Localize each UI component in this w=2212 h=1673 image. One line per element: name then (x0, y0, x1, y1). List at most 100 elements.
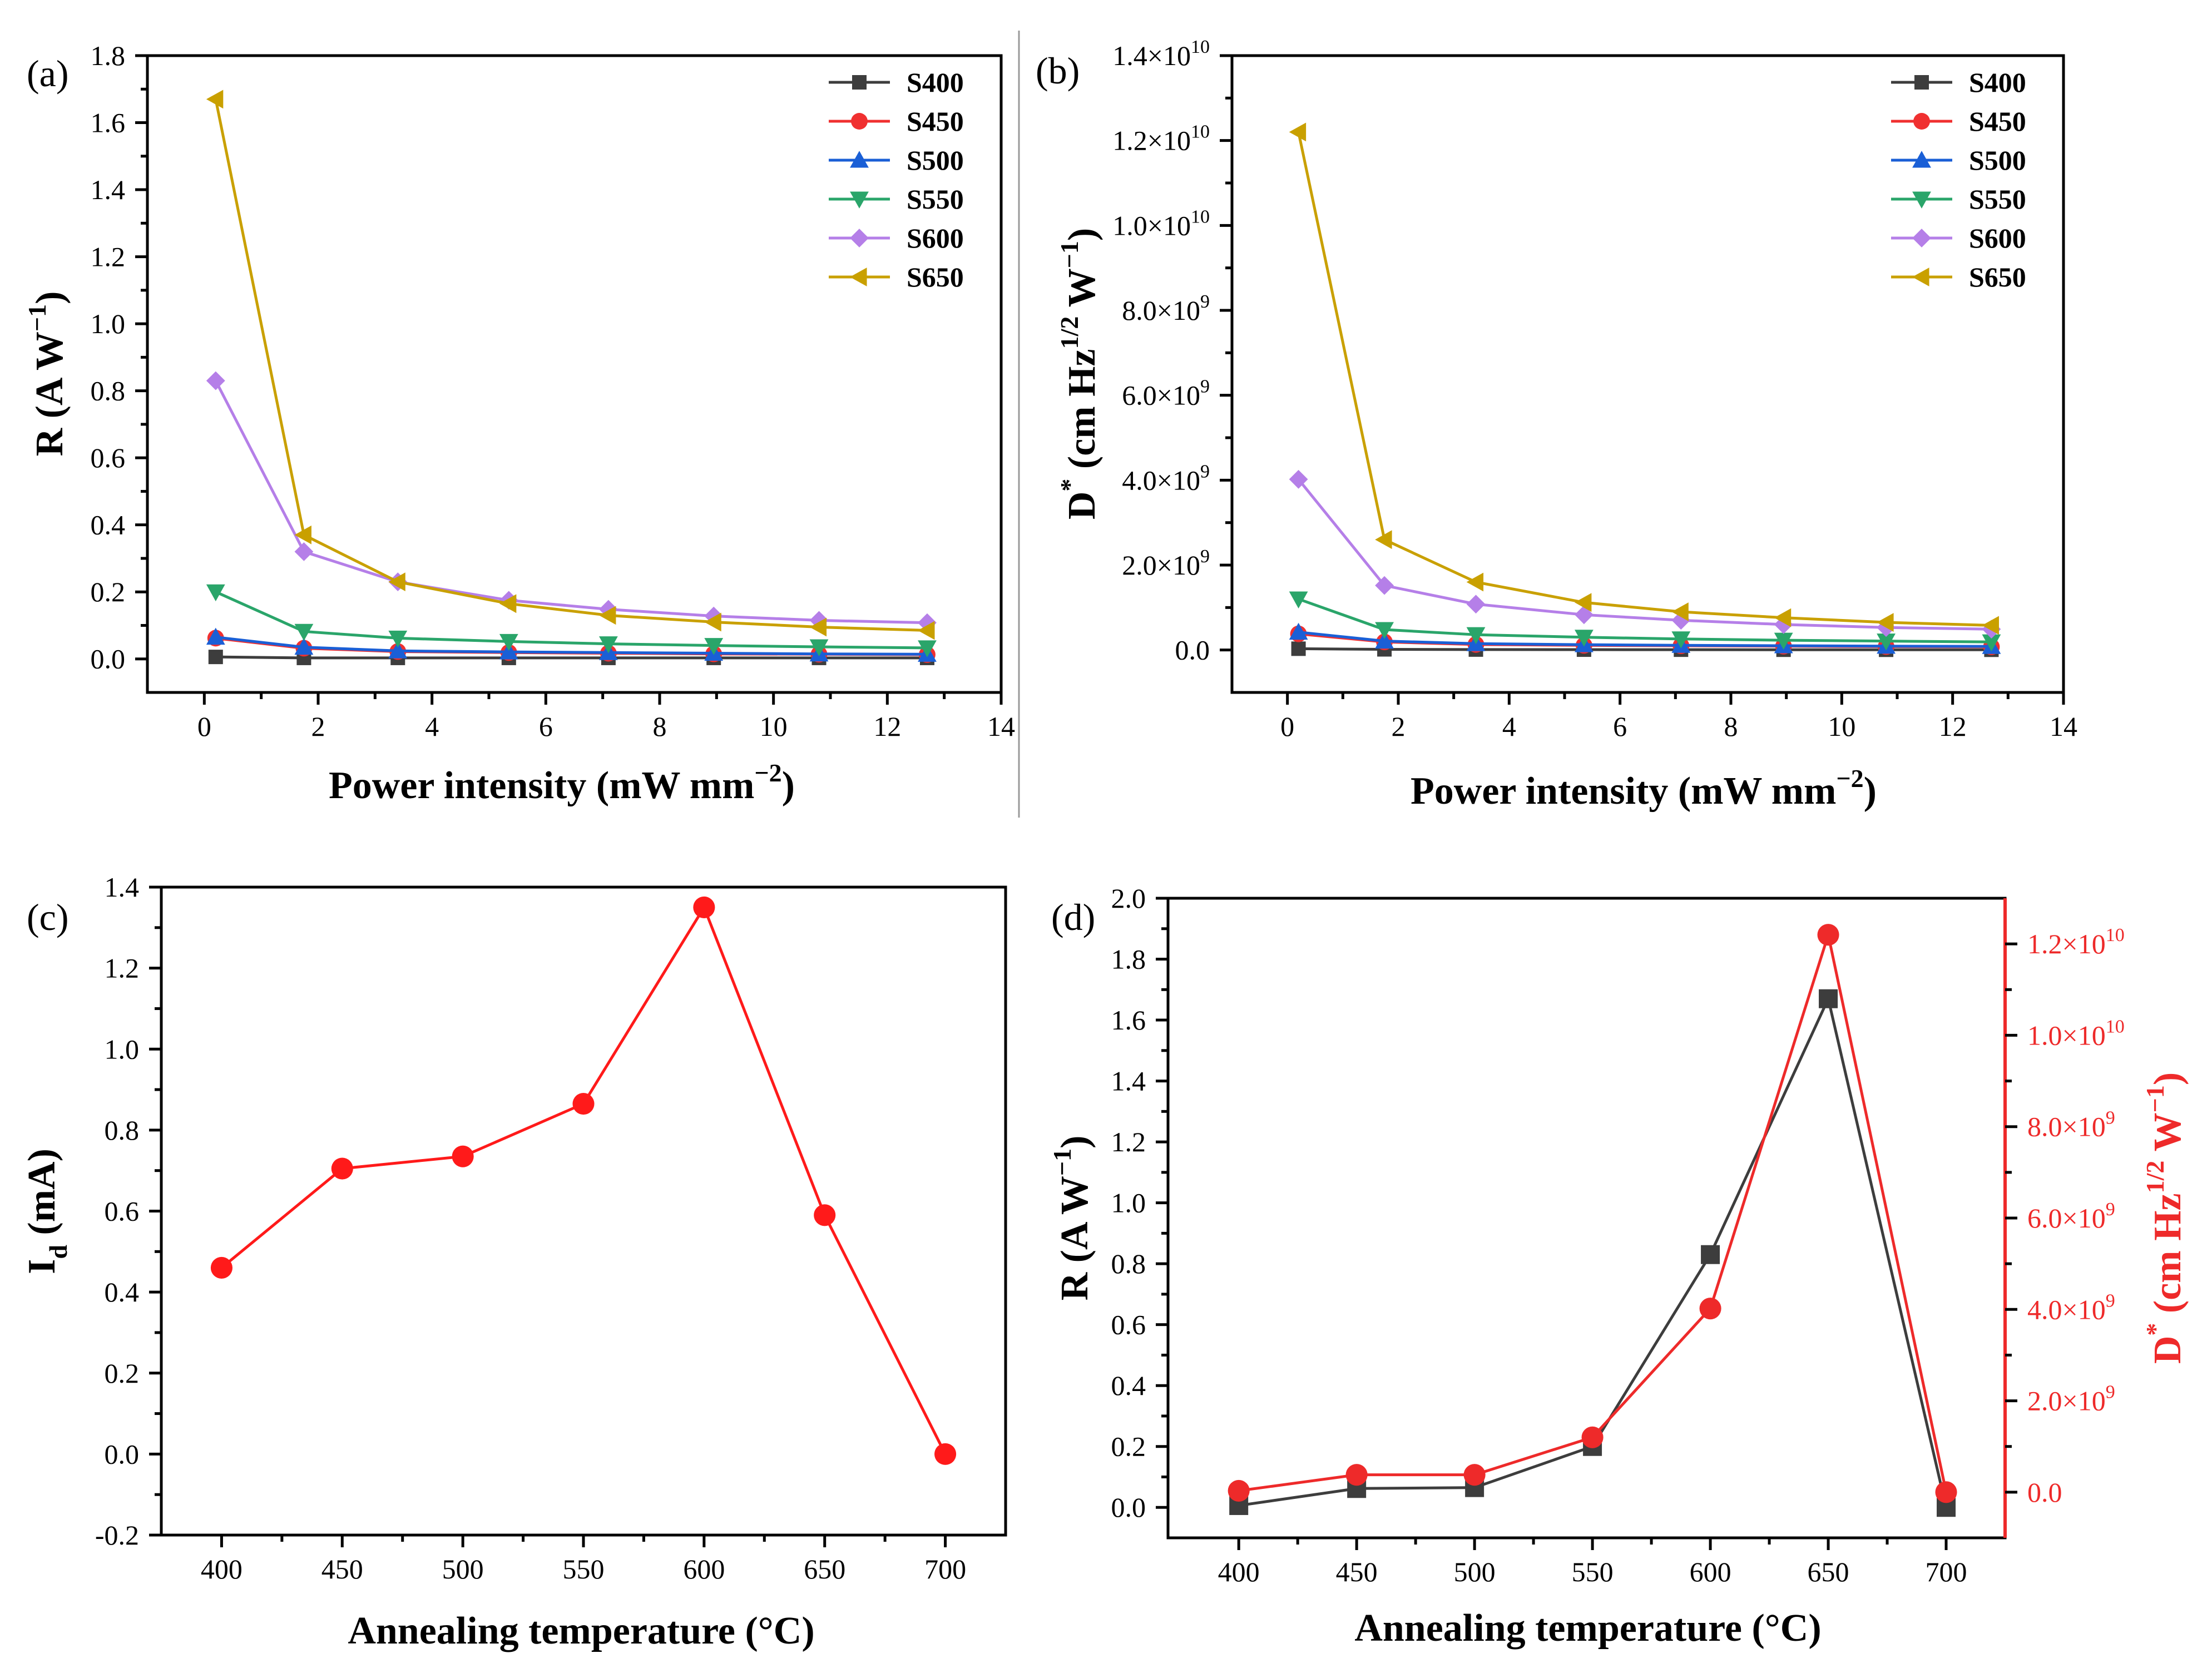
data-point (1819, 989, 1838, 1008)
data-point (1774, 632, 1793, 650)
y-tick-label: 6.0×109 (1122, 377, 1210, 411)
y-tick-label: 0.0 (2027, 1477, 2062, 1508)
data-point (1877, 613, 1894, 632)
data-point (1581, 1426, 1604, 1448)
data-point (210, 1256, 232, 1279)
y-tick-label: 1.0 (91, 308, 126, 339)
legend-marker (850, 268, 867, 286)
x-tick-label: 6 (539, 711, 553, 742)
x-tick-label: 400 (201, 1553, 243, 1585)
legend-label: S400 (1969, 67, 2026, 98)
series-line (214, 98, 928, 632)
data-point (1982, 616, 1999, 635)
x-axis-title: Power intensity (mW mm−2) (1411, 764, 1877, 813)
data-point (1375, 622, 1394, 639)
y-tick-label: 0.0 (105, 1438, 140, 1469)
legend-marker (850, 229, 869, 248)
legend-item: S500 (1891, 145, 2026, 176)
legend-marker (852, 75, 867, 90)
data-point (206, 627, 225, 645)
data-point (1466, 572, 1484, 592)
y-tick-label: 1.8 (91, 40, 126, 71)
legend-label: S500 (1969, 145, 2026, 176)
data-point (814, 1204, 836, 1226)
data-point (331, 1157, 353, 1180)
data-point (388, 630, 408, 648)
y-tick-label: 0.8 (91, 375, 126, 407)
legend-label: S650 (907, 261, 964, 293)
legend-item: S500 (829, 145, 964, 176)
data-point (1289, 622, 1308, 640)
y-tick-label: 8.0×109 (1122, 291, 1210, 326)
data-point (1935, 1481, 1957, 1503)
x-tick-label: 500 (442, 1553, 484, 1585)
legend-item: S650 (829, 261, 964, 293)
series-s650 (1289, 122, 1999, 635)
legend-item: S400 (1891, 67, 2026, 98)
data-point (452, 1145, 474, 1167)
legend-label: S600 (1969, 222, 2026, 254)
data-point (1228, 1479, 1250, 1502)
data-point (1463, 1464, 1486, 1486)
legend-marker (1913, 113, 1930, 130)
data-point (934, 1443, 957, 1465)
x-tick-label: 2 (311, 711, 325, 742)
data-point (704, 612, 721, 632)
x-tick-label: 550 (563, 1553, 605, 1585)
data-point (294, 542, 314, 561)
x-tick-label: 14 (2050, 711, 2077, 742)
data-point (1289, 122, 1307, 142)
data-point (704, 606, 724, 626)
y-axis-title: R (A W−1) (1048, 1136, 1096, 1301)
legend-label: S600 (907, 222, 964, 254)
data-point (1701, 1245, 1720, 1264)
legend-item: S400 (829, 67, 964, 98)
data-point (918, 640, 937, 657)
series-line (1297, 131, 1992, 627)
legend-marker (1912, 268, 1929, 286)
y-tick-label: 0.6 (105, 1196, 140, 1227)
panel-label: (a) (27, 52, 68, 95)
y-tick-label: 1.8 (1111, 944, 1146, 975)
series-s550 (1289, 591, 2001, 652)
data-point (388, 641, 408, 659)
y-tick-label: 6.0×109 (2027, 1199, 2115, 1234)
y-tick-label: 0.2 (1111, 1431, 1146, 1462)
legend-marker (1912, 191, 1931, 209)
panel-label: (b) (1036, 50, 1080, 92)
y-tick-label: 1.2 (91, 241, 126, 273)
panel-c: 400 450 500 550 600 650 700 -0.2 0.0 0.2 0.4 0.6 0.8… (21, 872, 1007, 1652)
y-tick-label: 1.4 (1111, 1066, 1146, 1097)
data-point (1574, 630, 1594, 647)
legend: S400 S450 S500 S550 S600 S650 (1891, 67, 2026, 293)
legend-item: S450 (829, 106, 964, 137)
x-tick-label: 6 (1613, 711, 1627, 742)
x-tick-label: 4 (1502, 711, 1516, 742)
series-line (214, 380, 928, 625)
x-tick-label: 550 (1572, 1556, 1614, 1587)
y-tick-label: 1.6 (91, 107, 126, 138)
data-point (1671, 631, 1691, 649)
data-point (1877, 633, 1896, 651)
data-point (1289, 591, 1308, 608)
x-tick-label: 500 (1454, 1556, 1496, 1587)
y-axis-title: D* (cm Hz1/2 W−1) (1055, 228, 1103, 519)
legend-marker (1912, 229, 1931, 248)
data-point (499, 594, 517, 613)
legend-label: S450 (907, 106, 964, 137)
x-tick-label: 700 (924, 1553, 966, 1585)
legend-marker (1912, 151, 1931, 168)
data-point (1817, 924, 1839, 946)
series-d (1228, 924, 1957, 1503)
y-tick-label: 0.4 (1111, 1370, 1146, 1401)
x-tick-label: 8 (653, 711, 667, 742)
x-tick-label: 14 (987, 711, 1015, 742)
data-point (1345, 1464, 1368, 1486)
y-tick-label: 0.2 (105, 1358, 140, 1389)
y-tick-label: 0.0 (1175, 635, 1210, 666)
data-point (809, 639, 829, 656)
legend-label: S650 (1969, 261, 2026, 293)
data-point (1289, 469, 1308, 489)
panel-b: 0 2 4 6 8 10 12 14 0.0 2.0×109 4.0×109 6.0×109 8.0×1… (1036, 37, 2077, 813)
legend-marker (1914, 75, 1929, 90)
